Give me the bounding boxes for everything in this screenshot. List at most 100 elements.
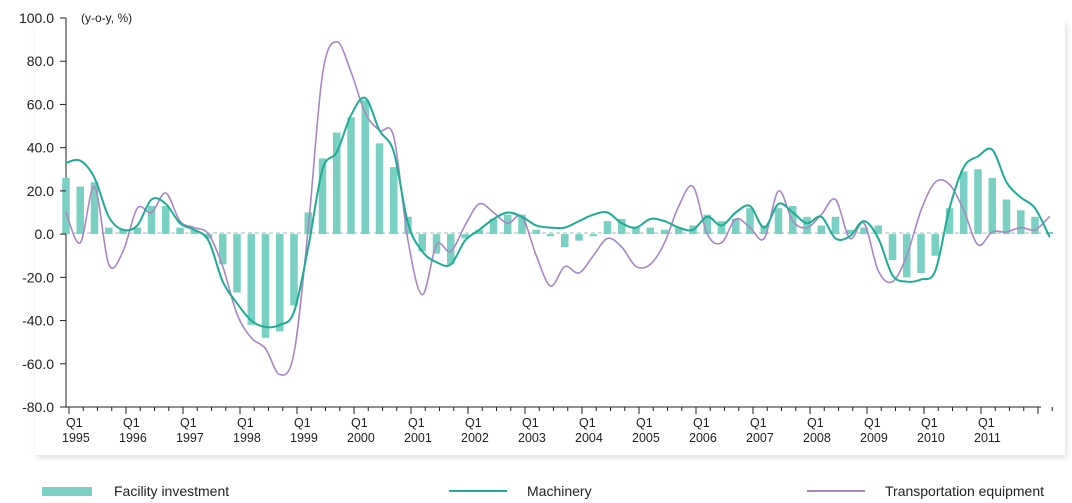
x-tick-year-label: 2004 <box>575 431 603 445</box>
facility-investment-bar <box>532 229 540 235</box>
facility-investment-bar <box>261 234 270 338</box>
facility-investment-bar <box>1002 199 1011 235</box>
x-tick-year-label: 1996 <box>119 431 147 445</box>
facility-investment-bar <box>276 234 284 332</box>
y-tick-label: 80.0 <box>27 53 54 69</box>
facility-investment-bar <box>703 214 711 235</box>
x-tick-year-label: 2009 <box>860 431 888 445</box>
facility-investment-bar <box>233 234 241 293</box>
facility-investment-bar <box>660 229 669 235</box>
facility-investment-bar <box>504 214 512 235</box>
facility-investment-bar <box>318 158 327 235</box>
x-tick-quarter-label: Q1 <box>180 416 197 430</box>
y-tick-label: -40.0 <box>22 313 54 329</box>
facility-investment-bar <box>589 234 597 237</box>
facility-investment-bar <box>1031 216 1039 235</box>
x-tick-labels: Q11995Q11996Q11997Q11998Q11999Q12000Q120… <box>62 407 1053 445</box>
facility-investment-bar <box>361 100 369 235</box>
y-tick-label: -60.0 <box>22 356 54 372</box>
line-series <box>65 41 1051 376</box>
y-tick-label: 100.0 <box>19 10 54 26</box>
facility-investment-bar <box>489 218 498 235</box>
x-tick-year-label: 2006 <box>689 431 717 445</box>
x-tick-year-label: 2000 <box>347 431 375 445</box>
facility-investment-bar <box>162 206 170 235</box>
x-tick-quarter-label: Q1 <box>921 416 938 430</box>
x-tick-quarter-label: Q1 <box>294 416 311 430</box>
x-tick-year-label: 2011 <box>974 431 1001 445</box>
facility-investment-bar <box>546 234 555 237</box>
x-tick-quarter-label: Q1 <box>978 416 995 430</box>
facility-investment-bar <box>176 227 184 235</box>
x-tick-year-label: 2010 <box>917 431 945 445</box>
y-tick-label: 60.0 <box>27 96 54 112</box>
facility-investment-bar <box>333 132 341 235</box>
facility-investment-bar <box>475 229 483 235</box>
x-tick-year-label: 1997 <box>176 431 204 445</box>
facility-investment-bar <box>347 117 355 235</box>
facility-investment-bar <box>418 234 426 252</box>
legend-label: Transportation equipment <box>885 483 1045 499</box>
facility-investment-bar <box>618 218 626 235</box>
facility-investment-bar <box>974 169 982 235</box>
x-tick-quarter-label: Q1 <box>579 416 596 430</box>
facility-investment-bar <box>917 234 925 274</box>
x-tick-quarter-label: Q1 <box>522 416 539 430</box>
x-tick-year-label: 2001 <box>404 431 432 445</box>
facility-investment-bar <box>646 227 654 235</box>
facility-investment-bar <box>1045 231 1053 235</box>
x-tick-quarter-label: Q1 <box>636 416 653 430</box>
legend-item-transportation-equipment: Transportation equipment <box>807 481 1044 501</box>
y-tick-label: 40.0 <box>27 140 54 156</box>
x-tick-year-label: 2005 <box>632 431 660 445</box>
facility-investment-bar <box>247 234 255 325</box>
facility-investment-bar <box>874 225 882 235</box>
legend-label: Facility investment <box>114 483 230 499</box>
x-tick-quarter-label: Q1 <box>408 416 425 430</box>
facility-investment-bar <box>717 221 726 235</box>
transportation-equipment-line <box>65 41 1051 376</box>
facility-investment-bar <box>817 225 825 235</box>
legend-item-facility-investment: Facility investment <box>42 481 229 501</box>
legend-swatch-line <box>449 490 507 492</box>
x-tick-year-label: 2002 <box>461 431 489 445</box>
facility-investment-bar <box>945 208 954 235</box>
facility-investment-bar <box>375 143 384 235</box>
y-tick-label: -80.0 <box>22 399 54 415</box>
facility-investment-bar <box>831 216 840 235</box>
x-tick-quarter-label: Q1 <box>807 416 824 430</box>
facility-investment-bar <box>390 167 398 235</box>
facility-investment-bar <box>290 234 298 306</box>
legend-item-machinery: Machinery <box>449 481 592 501</box>
facility-investment-bar <box>147 206 156 235</box>
facility-investment-bar <box>960 171 968 235</box>
facility-investment-bar <box>760 225 768 235</box>
facility-investment-bar <box>774 208 783 235</box>
facility-investment-bar <box>888 234 897 261</box>
facility-investment-bar <box>803 216 811 235</box>
x-tick-year-label: 2003 <box>518 431 546 445</box>
facility-investment-bar <box>447 234 455 265</box>
facility-investment-bar <box>90 182 99 235</box>
facility-investment-bar <box>219 234 227 265</box>
x-tick-year-label: 2007 <box>746 431 774 445</box>
x-tick-year-label: 2008 <box>803 431 831 445</box>
x-tick-quarter-label: Q1 <box>237 416 254 430</box>
facility-investment-bar <box>105 227 113 235</box>
facility-investment-bar <box>461 234 469 239</box>
facility-investment-bar <box>732 218 740 235</box>
facility-investment-bar <box>76 186 84 235</box>
x-tick-quarter-label: Q1 <box>465 416 482 430</box>
facility-investment-bar <box>603 221 612 235</box>
y-tick-label: 0.0 <box>35 226 55 242</box>
legend-swatch-bar <box>42 486 92 496</box>
machinery-line <box>65 96 1051 329</box>
facility-investment-bar <box>988 177 996 235</box>
facility-investment-bar <box>575 234 583 241</box>
y-tick-labels: 100.0 80.0 60.0 40.0 20.0 0.0 -20.0 -40.0 -60.0 -… <box>19 10 66 415</box>
y-unit-label: (y-o-y, %) <box>81 11 132 25</box>
facility-investment-bar <box>632 227 640 235</box>
x-tick-quarter-label: Q1 <box>693 416 710 430</box>
x-tick-year-label: 1995 <box>62 431 90 445</box>
x-tick-year-label: 1999 <box>290 431 318 445</box>
